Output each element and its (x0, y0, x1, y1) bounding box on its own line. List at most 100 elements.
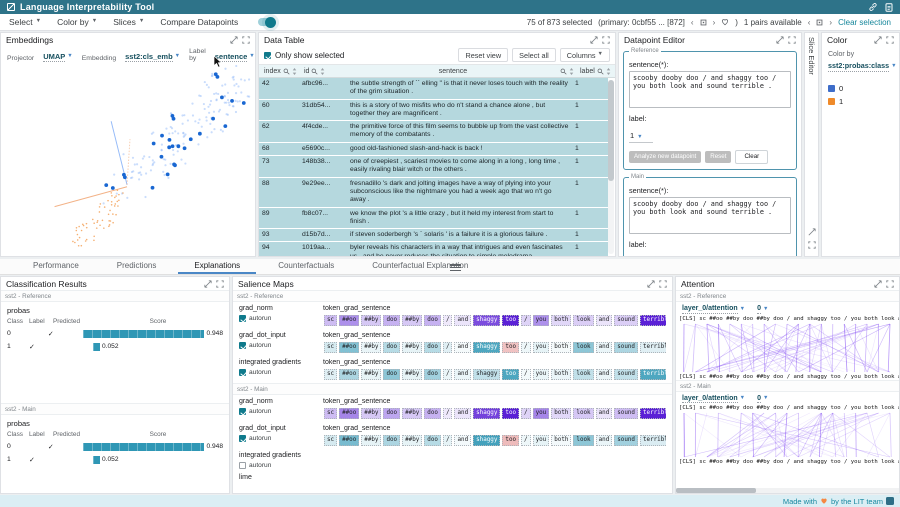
table-row[interactable]: 73 148b38... one of creepiest , scariest m… (259, 156, 608, 178)
cell-index: 93 (262, 231, 270, 239)
cell-index: 94 (262, 244, 270, 252)
embedding-scatter-plot[interactable] (1, 63, 255, 249)
slices-menu[interactable]: Slices ▼ (113, 17, 145, 27)
tab-predictions[interactable]: Predictions (116, 261, 157, 270)
share-link-icon[interactable] (868, 2, 878, 12)
autorun-checkbox[interactable] (239, 408, 246, 415)
expand-icon[interactable] (776, 35, 784, 44)
docs-icon[interactable] (885, 2, 893, 12)
table-row[interactable]: 42 afbc96... the subtle strength of `` ell… (259, 78, 608, 100)
slice-editor-tab[interactable]: Slice Editor (804, 32, 819, 257)
expand-icon[interactable] (204, 279, 212, 288)
projector-select[interactable]: UMAP ▼ (43, 51, 73, 62)
salience-sections: sst2 - Reference grad_norm autorun token_gr… (233, 290, 672, 483)
fullscreen-icon[interactable] (242, 35, 250, 44)
expand-icon[interactable] (874, 35, 882, 44)
token-chip: ##by (402, 408, 423, 419)
token-chip: / (521, 342, 531, 353)
sort-icon[interactable] (569, 67, 574, 75)
autorun-checkbox[interactable] (239, 462, 246, 469)
sentence-textarea[interactable] (629, 196, 791, 234)
sort-icon[interactable] (606, 67, 611, 75)
class-value: 1 (7, 456, 11, 463)
prev-datapoint-icon[interactable]: ‹ (690, 17, 694, 27)
search-icon[interactable] (283, 68, 290, 75)
label-select[interactable]: 1▼ (629, 257, 653, 258)
tab-counterfactuals[interactable]: Counterfactuals (278, 261, 335, 270)
color-by-select[interactable]: sst2:probas:class ▼ (828, 61, 897, 72)
fullscreen-icon[interactable] (659, 279, 667, 288)
search-icon[interactable] (597, 68, 604, 75)
datapoint-editor-title: Datapoint Editor (624, 34, 685, 45)
select-all-button[interactable]: Select all (512, 48, 556, 62)
next-pair-icon[interactable]: › (829, 17, 833, 27)
focus-pair-icon[interactable] (816, 19, 823, 26)
token-chip: too (502, 369, 520, 380)
tab-explanations[interactable]: Explanations (175, 258, 259, 274)
table-scrollbar[interactable] (608, 80, 614, 254)
search-icon[interactable] (560, 68, 567, 75)
legend-swatch (828, 84, 835, 92)
cell-id: 4f4cde... (302, 123, 329, 131)
head-select[interactable]: 0 ▼ (757, 394, 769, 403)
table-row[interactable]: 88 9e29ee... fresnadillo 's dark and jolti… (259, 177, 608, 208)
table-row[interactable]: 94 1019aa... byler reveals his characters … (259, 242, 608, 256)
reset-button[interactable]: Reset (705, 150, 732, 163)
label-select[interactable]: 1▼ (629, 131, 653, 143)
select-menu[interactable]: Select ▼ (9, 17, 42, 27)
autorun-checkbox[interactable] (239, 342, 246, 349)
attention-hscrollbar[interactable] (676, 488, 899, 493)
fullscreen-icon[interactable] (886, 279, 894, 288)
token-chips: sc ##oo ##by doo ##by doo / and shaggy too / you bot… (323, 341, 666, 354)
reset-view-button[interactable]: Reset view (458, 48, 509, 62)
only-show-selected-checkbox[interactable] (264, 51, 271, 59)
fullscreen-icon[interactable] (216, 279, 224, 288)
autorun-checkbox[interactable] (239, 369, 246, 376)
expand-icon[interactable] (590, 35, 598, 44)
color-by-menu[interactable]: Color by ▼ (57, 17, 98, 27)
clear-selection-link[interactable]: Clear selection (838, 17, 891, 27)
drag-handle-icon[interactable] (450, 263, 461, 272)
sort-icon[interactable] (320, 67, 325, 75)
next-datapoint-icon[interactable]: › (712, 17, 716, 27)
expand-icon[interactable] (808, 228, 816, 236)
head-select[interactable]: 0 ▼ (757, 305, 769, 314)
search-icon[interactable] (311, 68, 319, 75)
sentence-search[interactable] (557, 67, 577, 75)
expand-icon[interactable] (874, 279, 882, 288)
favorite-icon[interactable] (721, 18, 729, 26)
token-chip: shaggy (473, 342, 501, 353)
clear-button[interactable]: Clear (735, 149, 769, 164)
fullscreen-icon[interactable] (602, 35, 610, 44)
datapoint-editor-panel: Datapoint Editor Reference sentence(*): la… (618, 32, 802, 257)
sentence-textarea[interactable] (629, 71, 791, 108)
table-row[interactable]: 89 fb8c07... we know the plot 's a little … (259, 207, 608, 230)
focus-datapoint-icon[interactable] (700, 19, 707, 26)
autorun-checkbox[interactable] (239, 315, 246, 322)
compare-datapoints-toggle[interactable] (258, 16, 277, 28)
table-row[interactable]: 93 d15b7d... if steven soderbergh 's ` sol… (259, 229, 608, 243)
token-chip: doo (424, 408, 441, 419)
label-by-select[interactable]: sentence ▼ (214, 51, 255, 62)
analyze-new-datapoint-button[interactable]: Analyze new datapoint (629, 150, 702, 163)
prev-pair-icon[interactable]: ‹ (807, 17, 811, 27)
sort-icon[interactable] (292, 67, 297, 75)
tab-counterfactual-explanation[interactable]: Counterfactual Explanation (372, 261, 469, 270)
embedding-select[interactable]: sst2:cls_emb ▼ (125, 51, 181, 62)
token-chip: and (454, 408, 472, 419)
token-chip: look (573, 342, 594, 353)
fullscreen-icon[interactable] (886, 35, 894, 44)
fullscreen-icon[interactable] (807, 241, 816, 249)
layer-select[interactable]: layer_0/attention ▼ (682, 305, 746, 314)
tab-performance[interactable]: Performance (33, 261, 79, 270)
expand-icon[interactable] (230, 35, 238, 44)
autorun-checkbox[interactable] (239, 435, 246, 442)
table-row[interactable]: 60 31db54... this is a story of two misfit… (259, 99, 608, 122)
columns-button[interactable]: Columns ▼ (559, 48, 610, 62)
fullscreen-icon[interactable] (788, 35, 796, 44)
table-row[interactable]: 68 e5690c... good old-fashioned slash-and-… (259, 142, 608, 157)
expand-icon[interactable] (647, 279, 655, 288)
layer-select[interactable]: layer_0/attention ▼ (682, 394, 746, 403)
module-tab-bar: Performance Predictions Explanations Counte… (0, 259, 900, 275)
table-row[interactable]: 62 4f4cde... the primitive force of this f… (259, 121, 608, 143)
